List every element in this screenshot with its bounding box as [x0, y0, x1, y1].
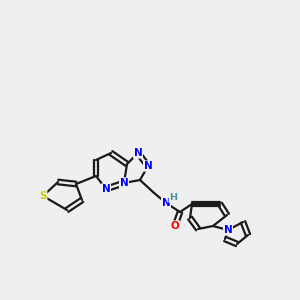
- Text: S: S: [39, 191, 47, 201]
- Text: N: N: [134, 148, 142, 158]
- Text: H: H: [169, 194, 177, 202]
- Text: N: N: [120, 178, 128, 188]
- Text: N: N: [224, 225, 232, 235]
- Text: O: O: [171, 221, 179, 231]
- Text: N: N: [162, 198, 170, 208]
- Text: N: N: [144, 161, 152, 171]
- Text: N: N: [102, 184, 110, 194]
